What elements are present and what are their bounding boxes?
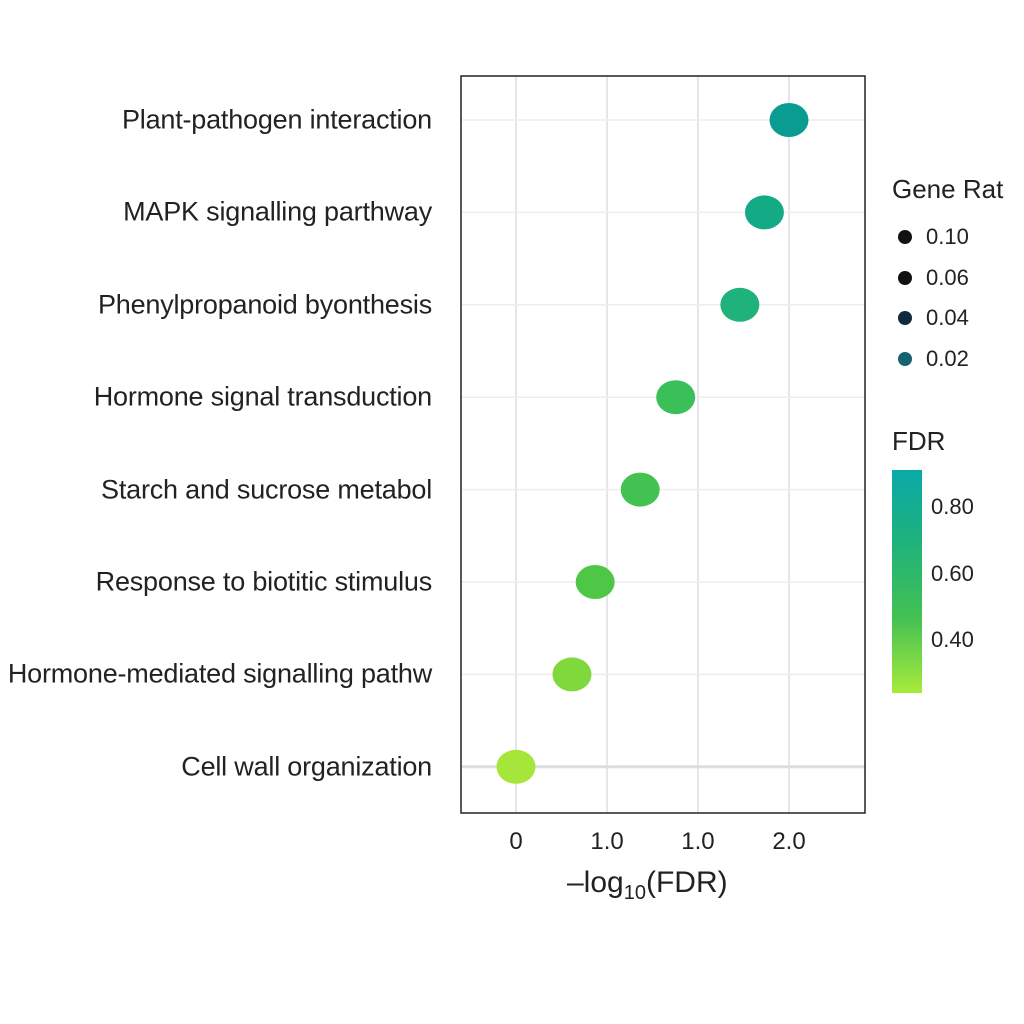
data-point (620, 472, 660, 507)
y-tick-label: Phenylpropanoid byonthesis (97, 289, 432, 320)
color-bar-tick-label: 0.40 (931, 627, 974, 652)
legend-dot (898, 270, 912, 285)
color-bar-tick-label: 0.60 (931, 560, 974, 586)
legend-dot (898, 230, 912, 244)
color-legend-title: FDR (892, 426, 946, 456)
y-tick-label: Hormone-mediated signalling pathw (7, 658, 432, 689)
size-legend-title: Gene Rat (892, 174, 1004, 204)
legend-label: 0.04 (926, 305, 969, 331)
x-tick-label: 1.0 (590, 828, 624, 855)
color-bar-tick-label: 0.80 (931, 494, 974, 519)
y-tick-label: Hormone signal transduction (93, 381, 432, 412)
y-tick-label: Cell wall organization (181, 751, 432, 782)
legend-label: 0.02 (926, 346, 969, 372)
data-point (552, 657, 592, 692)
legend-dot (898, 352, 912, 367)
y-tick-label: Response to biotitic stimulus (95, 566, 433, 597)
data-point (769, 103, 809, 137)
x-tick-label: 2.0 (772, 828, 806, 855)
color-bar (892, 470, 922, 693)
y-tick-label: Starch and sucrose metabol (101, 474, 432, 505)
legend-dot (898, 311, 912, 326)
data-point (656, 380, 696, 415)
size-legend-item: 0.04 (898, 305, 969, 331)
size-legend-item: 0.02 (898, 346, 969, 372)
y-tick-label: MAPK signalling parthway (123, 196, 432, 227)
data-point (575, 565, 615, 599)
data-point (720, 287, 760, 322)
legend-label: 0.06 (926, 264, 969, 290)
size-legend-item: 0.06 (898, 265, 969, 291)
y-tick-label: Plant-pathogen interaction (121, 104, 432, 135)
x-tick-label: 0 (509, 828, 523, 855)
data-point (496, 749, 536, 784)
plot-frame (460, 75, 866, 814)
x-axis-label: –log10(FDR) (567, 866, 728, 904)
size-legend-item: 0.10 (898, 224, 969, 250)
x-tick-label: 1.0 (681, 828, 715, 855)
data-point (744, 195, 784, 230)
legend-label: 0.10 (926, 224, 969, 249)
